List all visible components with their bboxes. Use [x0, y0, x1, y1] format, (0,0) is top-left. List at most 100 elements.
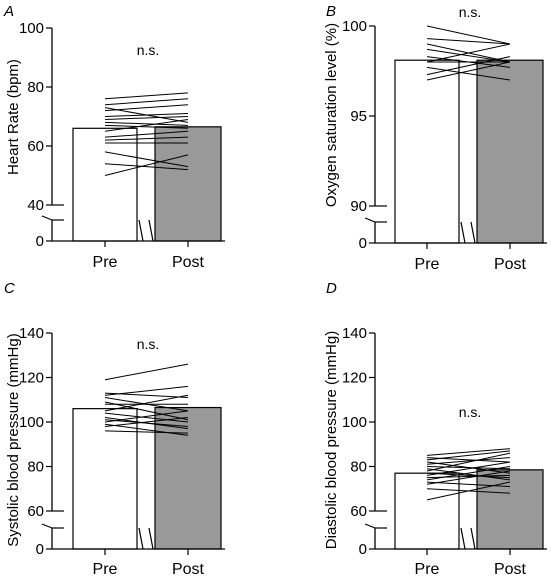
paired-line [426, 61, 511, 81]
x-break-mark [138, 527, 144, 550]
paired-line [104, 363, 189, 381]
x-tick-label-post: Post [172, 561, 205, 578]
paired-line [426, 461, 511, 476]
paired-line [426, 56, 511, 68]
y-tick-label: 60 [350, 503, 367, 520]
y-break-mark [364, 217, 376, 223]
x-axis-break-gap [139, 509, 153, 551]
paired-line [426, 452, 511, 472]
paired-line [426, 474, 511, 479]
paired-line [426, 461, 511, 474]
panel-d: D Diastolic blood pressure (mmHg) n.s. P… [323, 280, 547, 578]
paired-line [426, 38, 511, 45]
paired-line [104, 397, 189, 412]
paired-line [104, 163, 189, 171]
paired-line [104, 394, 189, 412]
paired-line [426, 48, 511, 63]
paired-line [426, 481, 511, 488]
y-break-mark [41, 215, 53, 221]
y-tick-label-zero: 0 [359, 235, 367, 252]
significance-annotation: n.s. [459, 4, 482, 20]
paired-line [104, 430, 189, 434]
paired-line [104, 417, 189, 430]
y-axis-label: Systolic blood pressure (mmHg) [5, 333, 22, 546]
y-tick-label: 140 [342, 325, 367, 342]
paired-line [426, 488, 511, 494]
paired-line [104, 92, 189, 100]
y-tick-label: 120 [342, 370, 367, 387]
y-tick-label: 90 [350, 198, 367, 215]
y-tick-label-zero: 0 [36, 233, 44, 250]
y-axis-label: Oxygen saturation level (%) [323, 23, 340, 207]
y-tick-label: 80 [27, 459, 44, 476]
y-tick-label: 60 [27, 503, 44, 520]
significance-annotation: n.s. [459, 404, 482, 420]
x-tick-label-pre: Pre [93, 254, 118, 271]
bar-pre [72, 127, 138, 242]
y-break-mark [41, 523, 53, 529]
significance-annotation: n.s. [137, 42, 160, 58]
paired-line [104, 116, 189, 120]
paired-line [104, 154, 189, 176]
paired-line [426, 457, 511, 465]
paired-line [104, 130, 189, 138]
y-tick-label: 100 [19, 414, 44, 431]
bar-post [476, 469, 544, 550]
paired-line [104, 118, 189, 132]
paired-line [426, 448, 511, 456]
x-axis-break-gap [461, 204, 475, 245]
bar-post [154, 406, 222, 550]
y-tick-label: 100 [342, 414, 367, 431]
bar-post [154, 126, 222, 242]
panel-letter: A [3, 3, 14, 20]
x-tick-label-post: Post [494, 256, 527, 273]
y-tick-label: 100 [19, 20, 44, 37]
y-tick-label: 40 [27, 197, 44, 214]
bar-post [476, 59, 544, 244]
x-axis-break-gap [139, 203, 153, 243]
paired-line [426, 472, 511, 479]
y-tick-label: 140 [19, 325, 44, 342]
paired-line [426, 468, 511, 481]
paired-line [104, 412, 189, 423]
y-tick-label: 60 [27, 138, 44, 155]
paired-line [426, 470, 511, 485]
panel-b: B Oxygen saturation level (%) n.s. Pre P… [323, 3, 547, 273]
bar-pre [394, 59, 460, 244]
x-break-mark [148, 527, 154, 550]
y-tick-label-zero: 0 [359, 541, 367, 558]
panel-c: C Systolic blood pressure (mmHg) n.s. Pr… [4, 280, 225, 578]
bar-pre [394, 472, 460, 550]
panel-letter: D [326, 280, 337, 297]
panel-a: A Heart Rate (bpm) n.s. Pre Post 0 40 60 8… [3, 3, 225, 271]
x-axis-break-gap [461, 509, 475, 551]
x-break-mark [460, 221, 466, 244]
panel-letter: C [4, 280, 15, 297]
paired-line [104, 423, 189, 436]
paired-line [104, 151, 189, 168]
y-tick-label-zero: 0 [36, 541, 44, 558]
y-tick-label: 100 [342, 18, 367, 35]
panel-letter: B [326, 3, 336, 20]
x-break-mark [470, 221, 476, 244]
x-break-mark [460, 527, 466, 550]
y-tick-label: 120 [19, 370, 44, 387]
paired-line [426, 25, 511, 45]
y-tick-label: 95 [350, 108, 367, 125]
x-tick-label-post: Post [172, 254, 205, 271]
x-tick-label-pre: Pre [93, 561, 118, 578]
paired-line [426, 43, 511, 63]
x-break-mark [148, 219, 154, 242]
paired-line [104, 401, 189, 421]
paired-line [104, 136, 189, 141]
significance-annotation: n.s. [137, 336, 160, 352]
x-break-mark [470, 527, 476, 550]
paired-line [426, 66, 511, 81]
x-tick-label-pre: Pre [415, 256, 440, 273]
paired-line [426, 457, 511, 463]
paired-line [104, 121, 189, 126]
y-tick-label: 80 [350, 459, 367, 476]
y-axis-label: Diastolic blood pressure (mmHg) [323, 331, 340, 549]
y-break-mark [364, 523, 376, 529]
